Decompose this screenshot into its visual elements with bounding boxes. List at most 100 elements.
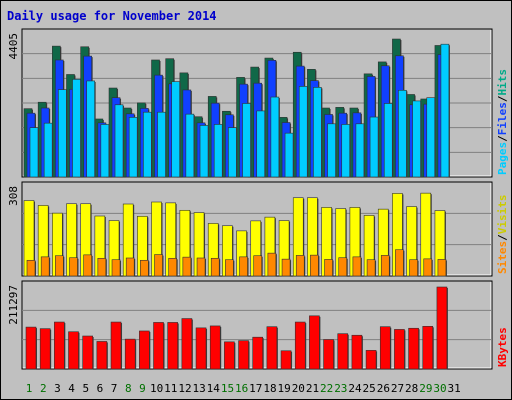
bar-kbytes-17 [252, 336, 264, 370]
max-label-hits: 4405 [7, 33, 20, 60]
bar-pages-25 [369, 116, 379, 178]
bar-pages-5 [86, 80, 95, 178]
bar-kbytes-27 [394, 329, 405, 370]
bar-sites-21 [310, 254, 319, 277]
bar-pages-15 [228, 127, 237, 178]
bar-sites-5 [83, 254, 92, 277]
bar-sites-16 [239, 256, 248, 277]
legend-visits: Sites/Visits [496, 195, 509, 275]
bar-pages-26 [383, 103, 393, 178]
bar-kbytes-6 [96, 341, 108, 370]
bar-pages-22 [327, 123, 336, 178]
bar-pages-10 [157, 111, 166, 178]
x-tick-label-30: 30 [433, 382, 446, 395]
x-tick-label-28: 28 [405, 382, 418, 395]
max-label-visits: 308 [7, 186, 20, 206]
bar-sites-20 [295, 255, 305, 277]
legend-entry: / [496, 135, 509, 142]
x-tick-label-24: 24 [348, 382, 362, 395]
bar-sites-9 [140, 259, 149, 277]
bar-sites-17 [253, 255, 263, 277]
bar-kbytes-3 [54, 321, 65, 370]
x-tick-label-25: 25 [363, 382, 376, 395]
bar-pages-4 [72, 79, 81, 178]
bar-sites-6 [97, 257, 107, 277]
bar-kbytes-15 [224, 341, 235, 370]
bar-sites-18 [267, 252, 277, 277]
x-tick-label-14: 14 [207, 382, 221, 395]
x-tick-label-11: 11 [164, 382, 177, 395]
bar-sites-3 [55, 255, 64, 277]
bar-pages-21 [313, 87, 322, 178]
chart-title: Daily usage for November 2014 [7, 9, 217, 23]
bar-kbytes-21 [309, 315, 320, 370]
x-tick-label-20: 20 [292, 382, 305, 395]
bar-pages-24 [355, 123, 365, 178]
x-tick-label-7: 7 [111, 382, 118, 395]
bar-kbytes-4 [68, 331, 79, 370]
bar-pages-7 [114, 104, 124, 178]
x-tick-label-29: 29 [419, 382, 432, 395]
x-tick-label-10: 10 [150, 382, 163, 395]
x-tick-label-1: 1 [26, 382, 33, 395]
max-label-kbytes: 211297 [7, 285, 20, 325]
x-tick-label-27: 27 [391, 382, 404, 395]
legend-entry: KBytes [496, 327, 509, 367]
bar-kbytes-11 [167, 322, 178, 370]
bar-sites-2 [40, 256, 50, 277]
bar-kbytes-16 [238, 340, 249, 370]
bar-kbytes-10 [153, 322, 164, 370]
bar-pages-19 [284, 132, 294, 178]
bar-kbytes-7 [110, 321, 122, 370]
bar-pages-9 [143, 111, 152, 178]
bar-pages-17 [256, 110, 266, 178]
bar-kbytes-12 [181, 318, 193, 370]
bar-pages-27 [398, 89, 407, 178]
x-tick-label-12: 12 [178, 382, 191, 395]
bar-kbytes-2 [39, 328, 51, 370]
bar-kbytes-29 [422, 326, 434, 370]
bar-kbytes-24 [351, 334, 363, 370]
bar-kbytes-20 [294, 321, 306, 370]
bar-pages-2 [43, 122, 53, 178]
bar-sites-1 [26, 259, 36, 277]
bar-kbytes-13 [195, 327, 207, 370]
bar-sites-25 [366, 259, 376, 277]
x-tick-label-18: 18 [263, 382, 276, 395]
bar-sites-14 [210, 257, 220, 277]
legend-entry: / [496, 234, 509, 241]
bar-pages-20 [298, 86, 308, 178]
bar-sites-8 [125, 257, 135, 277]
bar-pages-13 [199, 125, 209, 178]
bar-pages-12 [185, 113, 195, 178]
bar-sites-19 [281, 258, 291, 277]
bar-kbytes-18 [266, 326, 278, 370]
bar-pages-18 [270, 96, 280, 178]
bar-sites-4 [69, 257, 78, 277]
bar-sites-30 [437, 259, 447, 277]
legend-entry: Sites [496, 241, 509, 274]
bar-kbytes-9 [139, 330, 150, 370]
bar-pages-29 [426, 97, 436, 178]
x-tick-label-16: 16 [235, 382, 248, 395]
x-tick-label-19: 19 [278, 382, 291, 395]
x-tick-label-22: 22 [320, 382, 333, 395]
bar-sites-29 [423, 258, 433, 277]
bar-kbytes-19 [280, 350, 292, 370]
bar-pages-11 [171, 81, 180, 178]
x-tick-label-8: 8 [125, 382, 132, 395]
legend-entry: Pages [496, 142, 509, 175]
bar-sites-23 [338, 257, 348, 277]
x-tick-label-15: 15 [221, 382, 234, 395]
bar-kbytes-14 [209, 325, 221, 370]
x-tick-label-4: 4 [68, 382, 75, 395]
bar-sites-13 [196, 257, 206, 277]
bar-pages-14 [213, 124, 223, 178]
bar-kbytes-28 [408, 327, 419, 370]
x-tick-label-5: 5 [82, 382, 89, 395]
bar-sites-12 [182, 256, 192, 277]
bar-sites-22 [324, 259, 333, 277]
x-tick-label-3: 3 [54, 382, 61, 395]
x-tick-label-9: 9 [139, 382, 146, 395]
